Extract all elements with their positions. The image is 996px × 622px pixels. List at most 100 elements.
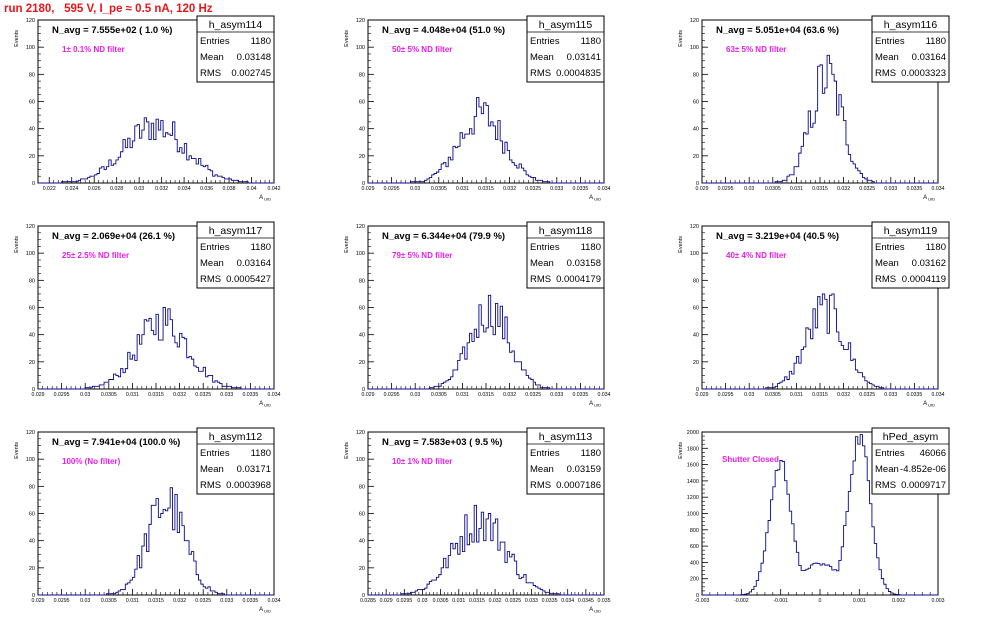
stats-key: Entries [875, 448, 905, 459]
x-tick-label: 0.001 [853, 598, 866, 604]
x-tick-label: 0.0325 [525, 392, 541, 398]
stats-key: RMS [200, 480, 221, 491]
stats-title: h_asym117 [209, 225, 263, 237]
x-tick-label: 0.033 [550, 392, 563, 398]
navg-label: N_avg = 7.555e+02 ( 1.0 %) [52, 25, 172, 36]
x-tick-label: 0.0335 [242, 598, 258, 604]
x-tick-label: 0.042 [268, 186, 281, 192]
stats-box: h_asym113 Entries 1180 Mean 0.03159 RMS 0.0007… [526, 427, 605, 495]
stats-title: h_asym112 [209, 431, 263, 443]
x-tick-label: 0.0305 [431, 186, 447, 192]
stats-frame [196, 15, 275, 83]
stats-value: 1180 [581, 448, 601, 459]
y-tick-label: 120 [26, 430, 35, 436]
y-axis-label: Events [678, 442, 684, 459]
stats-key: Mean [875, 464, 899, 475]
navg-label: N_avg = 5.051e+04 (63.6 %) [716, 25, 839, 36]
filter-annotation: 25± 2.5% ND filter [62, 251, 129, 260]
y-tick-label: 0 [696, 593, 699, 599]
stats-value: 0.0005427 [226, 274, 271, 285]
stats-value: 0.03159 [567, 464, 601, 475]
stats-value: -4.852e-06 [900, 464, 946, 475]
y-tick-label: 80 [359, 278, 365, 284]
y-tick-label: 120 [26, 18, 35, 24]
y-tick-label: 100 [26, 251, 35, 257]
x-tick-label: 0.0295 [384, 392, 400, 398]
navg-box [47, 22, 199, 36]
navg-box [47, 228, 199, 242]
stats-key: Entries [200, 448, 230, 459]
y-tick-label: 1600 [687, 463, 699, 469]
x-tick-label: 0.031 [790, 186, 803, 192]
x-tick-label: 0.0315 [148, 392, 164, 398]
stats-title: h_asym116 [884, 19, 938, 31]
stats-key: Entries [530, 36, 560, 47]
y-tick-label: 120 [26, 224, 35, 230]
stats-key: Entries [530, 242, 560, 253]
stats-value: 0.0007186 [556, 480, 601, 491]
y-tick-label: 120 [356, 18, 365, 24]
x-tick-label: 0.003 [932, 598, 945, 604]
x-tick-label: 0.0335 [906, 186, 922, 192]
x-tick-label: 0.0305 [765, 392, 781, 398]
x-tick-label: 0.034 [561, 598, 574, 604]
stats-key: Mean [200, 464, 224, 475]
y-tick-label: 20 [359, 154, 365, 160]
stats-key: Mean [875, 258, 899, 269]
stats-value: 1180 [581, 36, 601, 47]
x-tick-label: 0.0295 [384, 186, 400, 192]
x-tick-label: 0.0335 [572, 186, 588, 192]
stats-value: 0.03164 [912, 52, 946, 63]
y-tick-label: 0 [362, 593, 365, 599]
stats-box: h_asym116 Entries 1180 Mean 0.03164 RMS 0.0003… [871, 15, 950, 83]
x-tick-label: 0.038 [223, 186, 236, 192]
navg-label: N_avg = 4.048e+04 (51.0 %) [382, 25, 505, 36]
x-tick-label: 0.0285 [360, 598, 376, 604]
y-tick-label: 2000 [687, 430, 699, 436]
y-tick-label: 120 [690, 224, 699, 230]
y-tick-label: 1400 [687, 479, 699, 485]
x-tick-label: 0.034 [598, 186, 611, 192]
x-tick-label: 0.03 [80, 392, 90, 398]
filter-annotation: 50± 5% ND filter [392, 45, 452, 54]
y-axis-label: Events [344, 30, 350, 47]
histogram-panel-h_asym113: 0 20 40 60 80 100 120 0.0285 0.029 0.0295 0.03 0.03… [344, 427, 611, 614]
x-axis-label: AUID [923, 195, 935, 202]
y-tick-label: 0 [32, 387, 35, 393]
x-tick-label: 0.032 [173, 392, 186, 398]
y-tick-label: 80 [29, 72, 35, 78]
stats-frame [196, 427, 275, 495]
y-tick-label: 40 [359, 333, 365, 339]
y-axis-label: Events [344, 442, 350, 459]
y-tick-label: 120 [690, 18, 699, 24]
y-tick-label: 80 [359, 72, 365, 78]
x-tick-label: 0.0335 [906, 392, 922, 398]
x-tick-label: 0.0305 [431, 392, 447, 398]
x-tick-label: 0.03 [134, 186, 144, 192]
stats-box: h_asym118 Entries 1180 Mean 0.03158 RMS 0.0004… [526, 221, 605, 289]
y-tick-label: 40 [29, 333, 35, 339]
filter-annotation: Shutter Closed [722, 455, 779, 464]
x-tick-label: 0.031 [126, 392, 139, 398]
navg-label: N_avg = 6.344e+04 (79.9 %) [382, 231, 505, 242]
histogram-line [368, 96, 604, 184]
x-tick-label: 0.031 [126, 598, 139, 604]
filter-annotation: 63± 5% ND filter [726, 45, 786, 54]
navg-label: N_avg = 3.219e+04 (40.5 %) [716, 231, 839, 242]
y-tick-label: 20 [359, 360, 365, 366]
stats-value: 0.03141 [567, 52, 601, 63]
stats-value: 0.03164 [237, 258, 271, 269]
y-tick-label: 0 [362, 181, 365, 187]
x-tick-label: 0.0305 [433, 598, 449, 604]
x-tick-label: 0.0315 [478, 392, 494, 398]
x-tick-label: 0.029 [32, 392, 45, 398]
navg-label: N_avg = 2.069e+04 (26.1 %) [52, 231, 175, 242]
x-tick-label: 0.0325 [195, 392, 211, 398]
stats-value: 0.03148 [237, 52, 271, 63]
x-tick-label: -0.003 [695, 598, 710, 604]
x-tick-label: 0 [819, 598, 822, 604]
y-axis-label: Events [14, 442, 20, 459]
stats-key: Entries [200, 36, 230, 47]
x-tick-label: 0.0295 [396, 598, 412, 604]
